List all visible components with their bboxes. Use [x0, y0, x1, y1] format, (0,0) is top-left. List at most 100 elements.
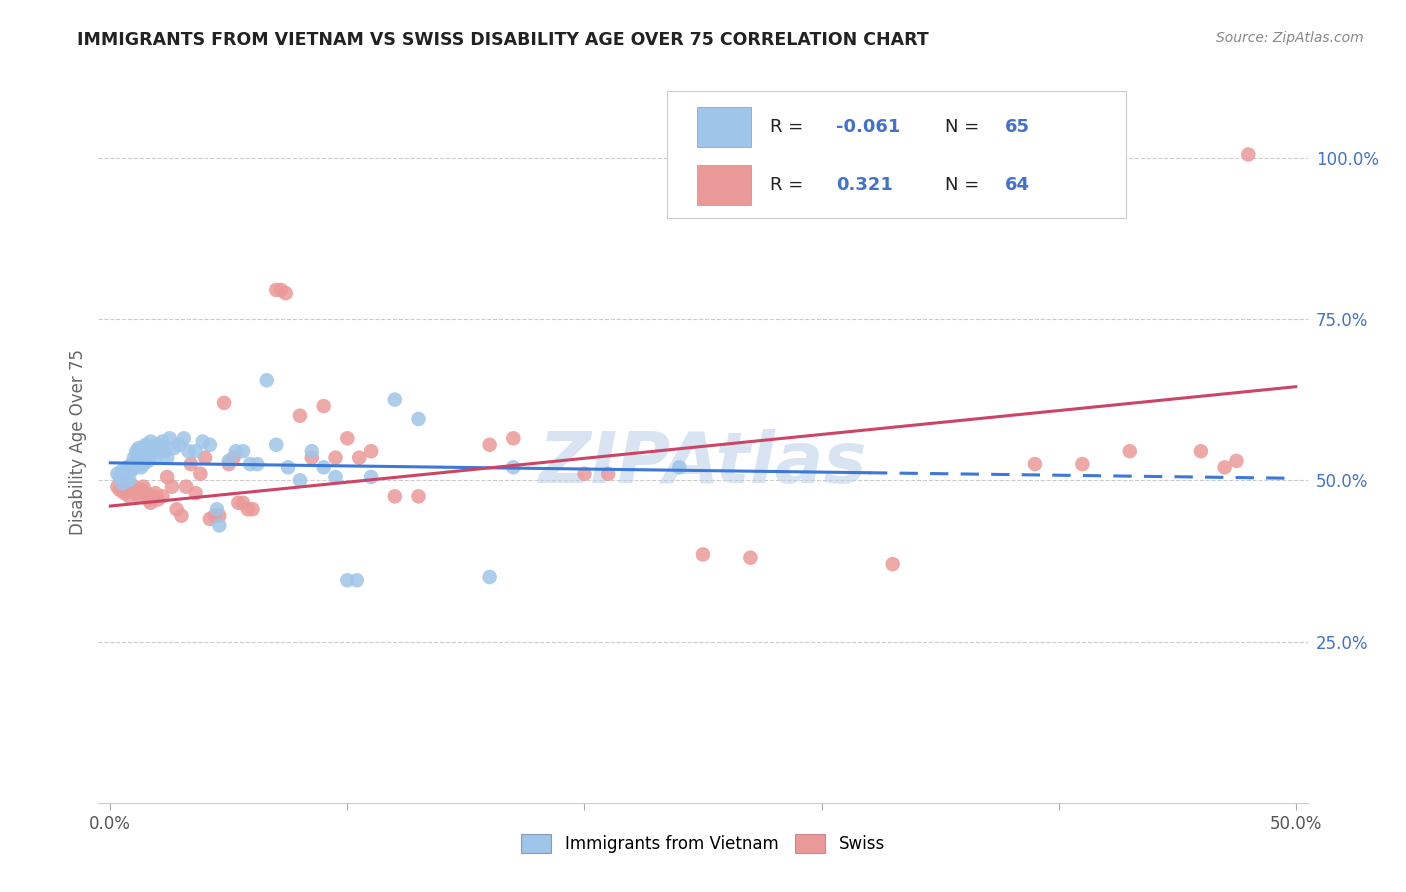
Point [125, 444, 148, 458]
Point [360, 444, 382, 458]
Point [208, 508, 231, 523]
Point [149, 444, 172, 458]
Point [301, 444, 323, 458]
Point [121, 457, 143, 471]
Point [142, 444, 165, 458]
Point [152, 489, 174, 503]
Point [232, 496, 254, 510]
Point [204, 508, 226, 523]
Text: N =: N = [945, 119, 984, 136]
Point [159, 431, 181, 445]
Point [239, 457, 262, 471]
Point [384, 489, 406, 503]
Point [478, 570, 501, 584]
Point [139, 434, 162, 449]
Point [1237, 147, 1260, 161]
Point [108, 483, 131, 497]
FancyBboxPatch shape [697, 107, 751, 147]
Point [1225, 454, 1247, 468]
Point [129, 483, 152, 497]
Text: ZIPAtlas: ZIPAtlas [538, 429, 868, 498]
Point [152, 434, 174, 449]
Point [143, 450, 166, 465]
Point [105, 467, 128, 481]
Point [198, 438, 221, 452]
Point [167, 438, 190, 452]
Text: 65: 65 [1005, 119, 1031, 136]
Point [692, 548, 714, 562]
Point [384, 392, 406, 407]
Point [325, 470, 347, 484]
Point [1189, 444, 1212, 458]
Point [236, 502, 259, 516]
Point [122, 480, 145, 494]
Point [156, 450, 179, 465]
Point [478, 438, 501, 452]
Point [574, 467, 596, 481]
Text: 64: 64 [1005, 176, 1031, 194]
Point [121, 483, 143, 497]
Point [336, 573, 359, 587]
Y-axis label: Disability Age Over 75: Disability Age Over 75 [69, 349, 87, 534]
Point [132, 480, 155, 494]
Point [143, 486, 166, 500]
Point [115, 473, 138, 487]
Point [166, 502, 188, 516]
Text: R =: R = [769, 176, 808, 194]
Text: Source: ZipAtlas.com: Source: ZipAtlas.com [1216, 31, 1364, 45]
Text: IMMIGRANTS FROM VIETNAM VS SWISS DISABILITY AGE OVER 75 CORRELATION CHART: IMMIGRANTS FROM VIETNAM VS SWISS DISABIL… [77, 31, 929, 49]
Point [184, 486, 207, 500]
Point [135, 438, 157, 452]
Point [174, 480, 197, 494]
Point [208, 518, 231, 533]
Text: 0.321: 0.321 [837, 176, 893, 194]
FancyBboxPatch shape [666, 91, 1126, 218]
Point [218, 454, 240, 468]
Point [180, 457, 202, 471]
Point [177, 444, 200, 458]
Point [256, 373, 278, 387]
Point [132, 457, 155, 471]
Point [132, 441, 155, 455]
Point [264, 438, 287, 452]
Point [277, 460, 299, 475]
Point [114, 470, 136, 484]
Point [111, 476, 134, 491]
Point [142, 489, 165, 503]
Text: N =: N = [945, 176, 984, 194]
Point [115, 460, 138, 475]
Point [270, 283, 292, 297]
Point [347, 450, 370, 465]
Point [242, 502, 264, 516]
Point [139, 447, 162, 461]
Point [128, 489, 150, 503]
Point [246, 457, 269, 471]
Point [125, 486, 148, 500]
Legend: Immigrants from Vietnam, Swiss: Immigrants from Vietnam, Swiss [515, 827, 891, 860]
Point [232, 444, 254, 458]
Point [408, 412, 430, 426]
Point [205, 502, 228, 516]
Point [105, 480, 128, 494]
Point [170, 508, 193, 523]
Point [153, 444, 176, 458]
Point [301, 450, 323, 465]
Point [191, 434, 214, 449]
Point [288, 473, 311, 487]
Point [128, 441, 150, 455]
Point [274, 286, 297, 301]
Point [360, 470, 382, 484]
Point [146, 438, 169, 452]
Point [173, 431, 195, 445]
Point [121, 464, 143, 478]
Point [184, 444, 207, 458]
Point [882, 557, 904, 571]
Point [135, 486, 157, 500]
Point [135, 450, 157, 465]
Point [160, 480, 183, 494]
Point [312, 460, 335, 475]
Point [122, 450, 145, 465]
Point [128, 450, 150, 465]
Point [139, 496, 162, 510]
Point [194, 450, 217, 465]
